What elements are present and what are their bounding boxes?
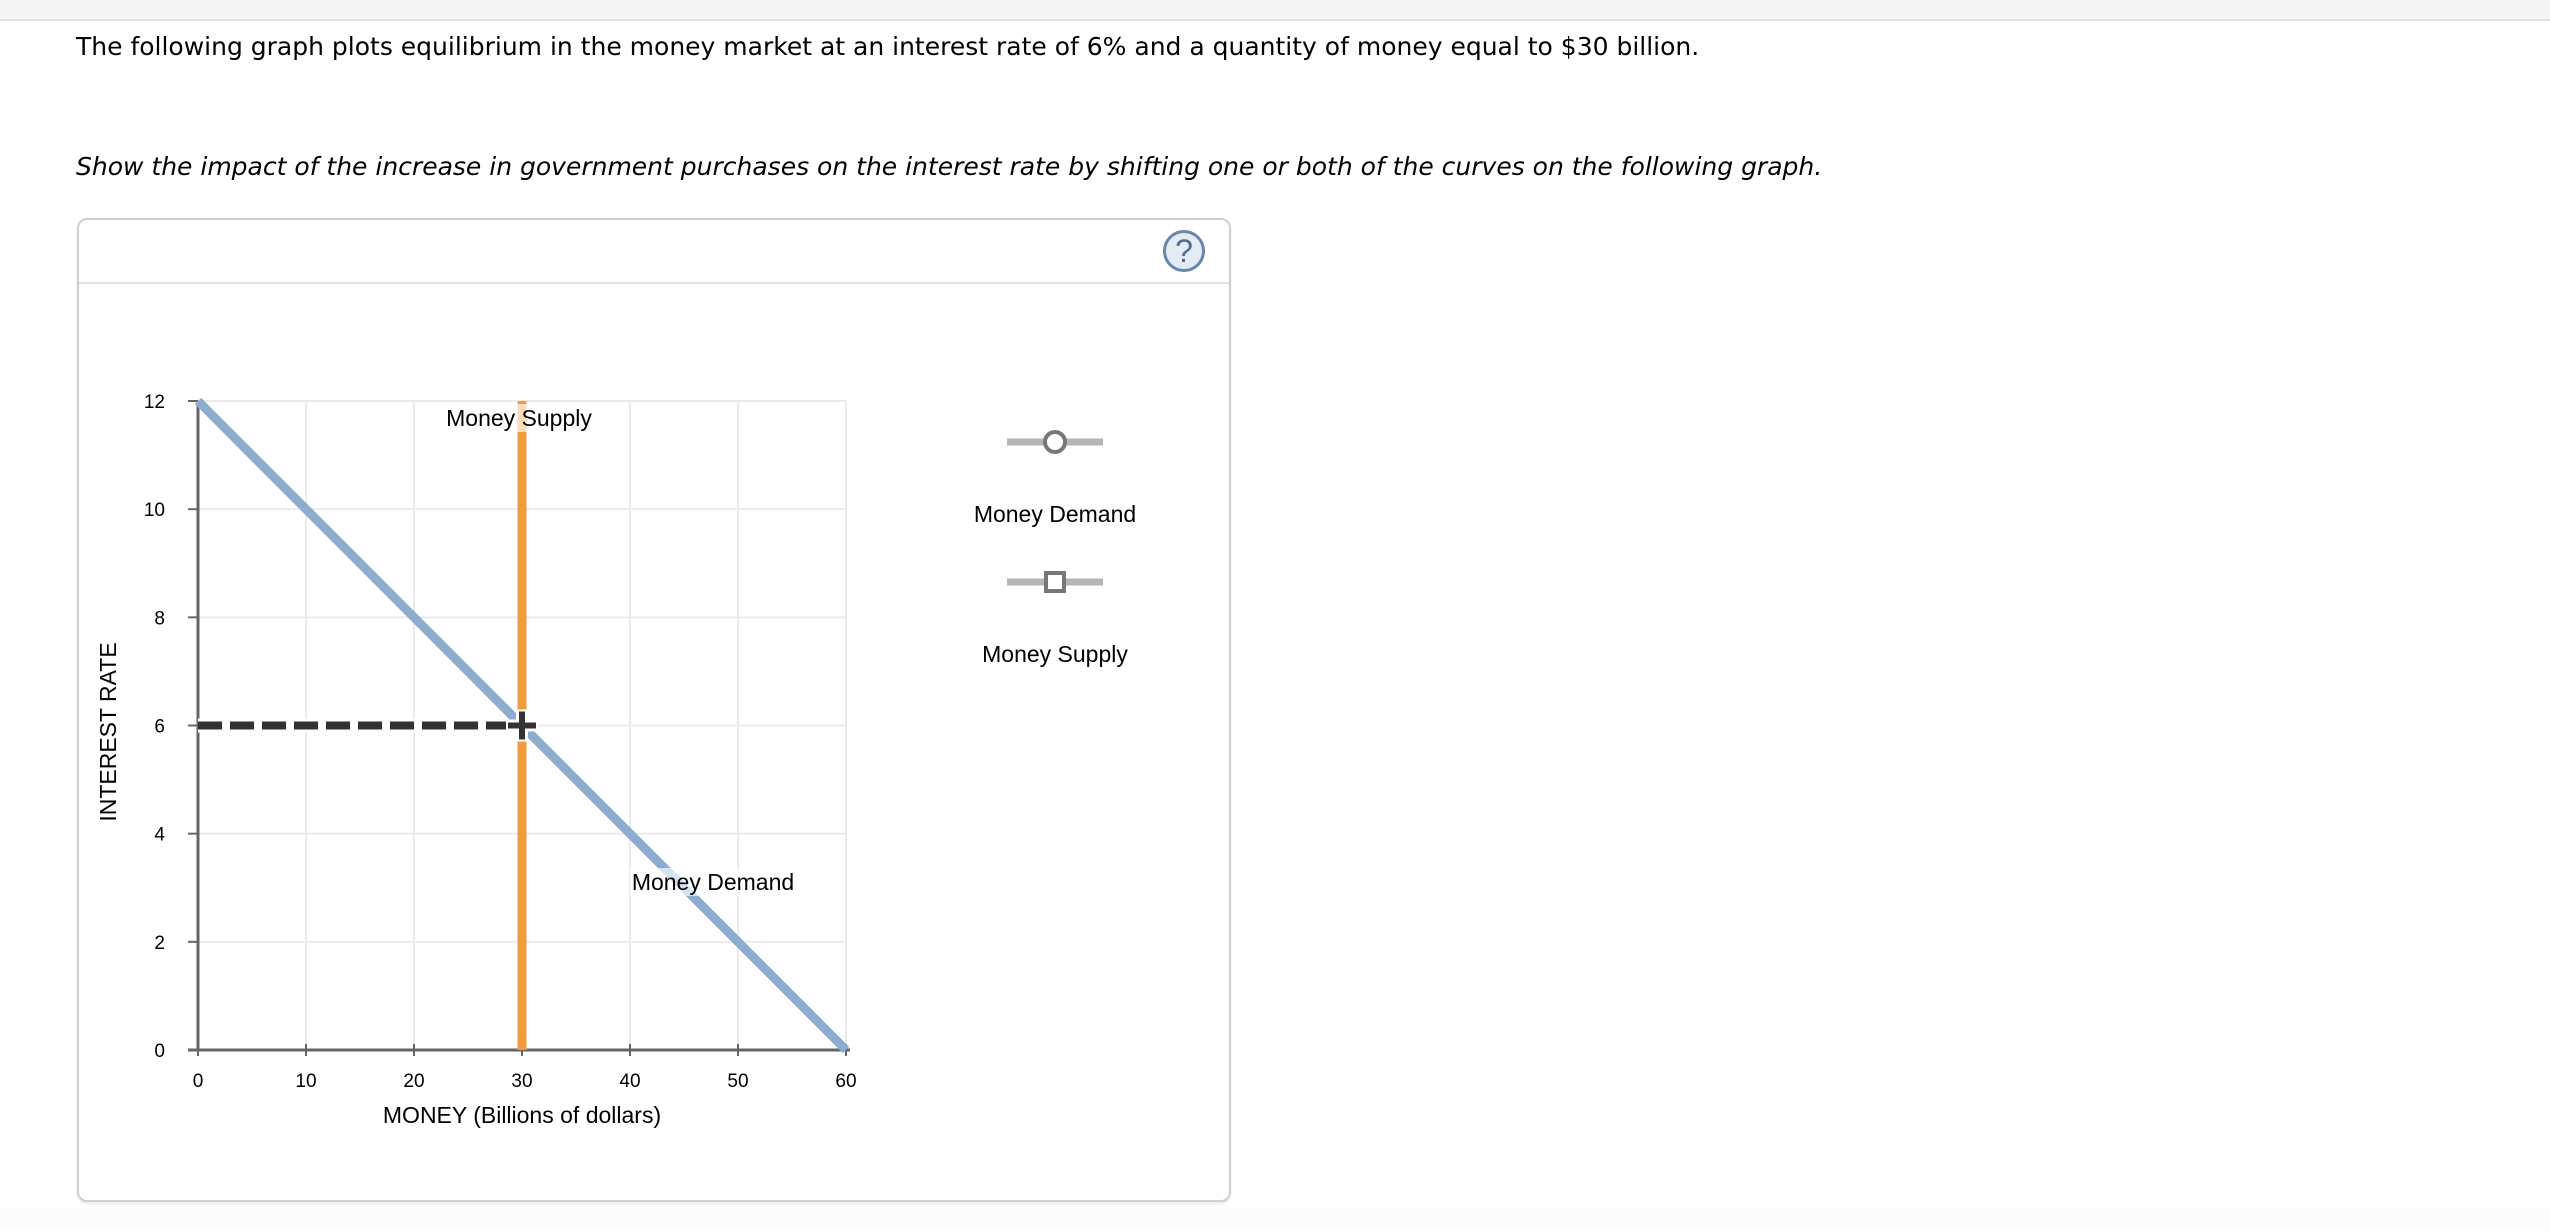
circle-marker-icon[interactable] — [1043, 430, 1067, 454]
money-demand-label: Money Demand — [632, 869, 794, 895]
x-axis-title: MONEY (Billions of dollars) — [383, 1102, 661, 1128]
y-tick-label: 12 — [144, 392, 165, 413]
y-tick-label: 6 — [154, 717, 165, 738]
x-tick-label: 50 — [727, 1071, 748, 1092]
bottom-bar — [0, 1208, 2550, 1231]
legend — [1007, 430, 1103, 593]
y-tick-label: 8 — [154, 608, 165, 629]
x-tick-label: 30 — [511, 1071, 532, 1092]
legend-tool-circle[interactable] — [1007, 430, 1103, 454]
equilibrium-point-icon[interactable] — [508, 711, 536, 740]
legend-label: Money Supply — [982, 641, 1128, 667]
y-tick-label: 2 — [154, 933, 165, 954]
label-background — [629, 868, 797, 896]
label-background — [444, 404, 595, 432]
legend-label: Money Demand — [974, 501, 1136, 527]
y-axis-title: INTEREST RATE — [95, 642, 121, 821]
x-tick-label: 20 — [403, 1071, 424, 1092]
panel-header: ? — [79, 220, 1229, 284]
graph-panel: ? — [77, 218, 1231, 1202]
top-bar — [0, 0, 2550, 21]
y-tick-label: 0 — [154, 1041, 165, 1062]
question-text: The following graph plots equilibrium in… — [76, 32, 1700, 61]
legend-tool-square[interactable] — [1007, 571, 1103, 593]
square-marker-icon[interactable] — [1044, 571, 1066, 593]
x-tick-label: 40 — [619, 1071, 640, 1092]
y-tick-label: 4 — [154, 825, 165, 846]
x-tick-label: 60 — [835, 1071, 856, 1092]
x-tick-label: 0 — [193, 1071, 204, 1092]
y-tick-label: 10 — [144, 500, 165, 521]
money-supply-label: Money Supply — [446, 405, 592, 431]
help-button[interactable]: ? — [1163, 230, 1205, 272]
x-tick-label: 10 — [295, 1071, 316, 1092]
instruction-text: Show the impact of the increase in gover… — [76, 152, 1823, 181]
